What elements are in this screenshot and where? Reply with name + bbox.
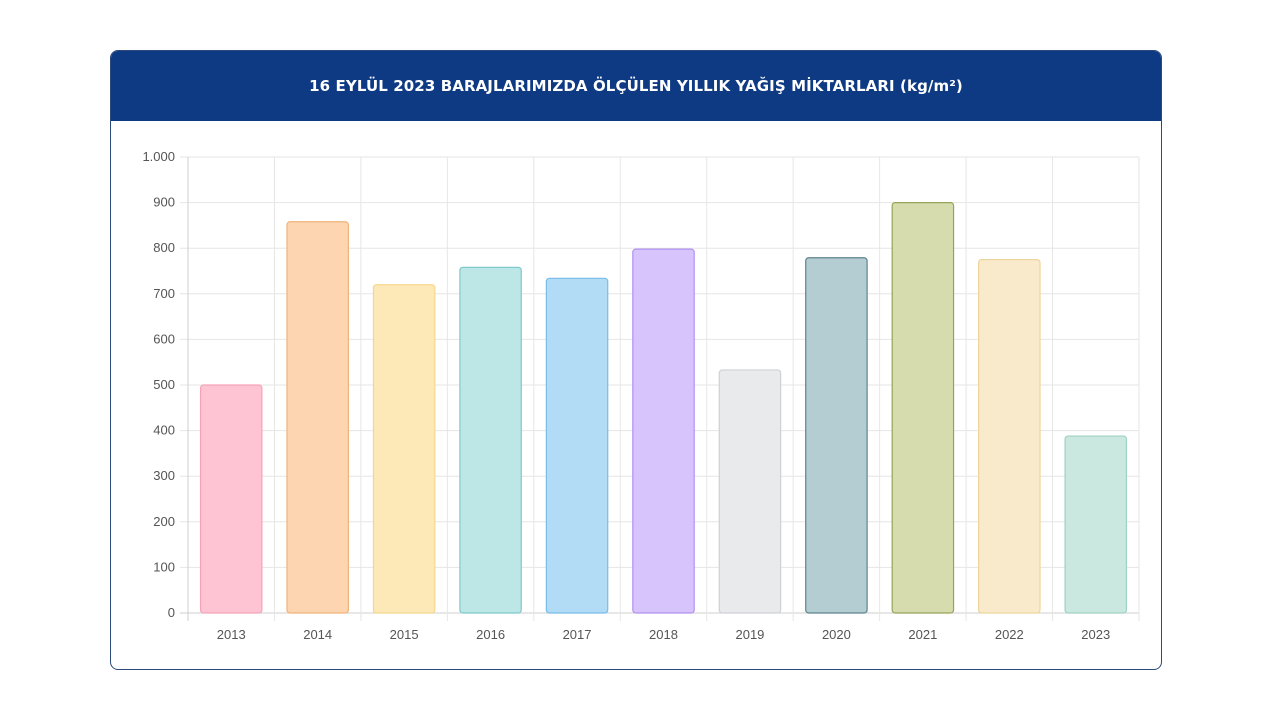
bar	[372, 284, 436, 614]
bar	[286, 221, 349, 614]
x-tick-label: 2022	[995, 627, 1024, 642]
bar	[1064, 435, 1128, 614]
y-tick-label: 900	[153, 195, 175, 210]
bar	[718, 369, 782, 614]
x-tick-label: 2017	[563, 627, 592, 642]
bar	[459, 266, 522, 614]
x-tick-label: 2023	[1081, 627, 1110, 642]
y-tick-label: 200	[153, 514, 175, 529]
y-tick-label: 400	[153, 423, 175, 438]
bar	[632, 248, 695, 614]
chart-title: 16 EYLÜL 2023 BARAJLARIMIZDA ÖLÇÜLEN YIL…	[309, 77, 963, 95]
bar-chart: 0 100 200 300 400 500 600 700 800 900 1.000 2013 201…	[142, 149, 1140, 642]
x-tick-label: 2015	[390, 627, 419, 642]
x-tick-label: 2013	[217, 627, 246, 642]
bar	[545, 277, 609, 614]
x-tick-label: 2018	[649, 627, 678, 642]
bar	[805, 257, 868, 614]
y-tick-label: 0	[168, 605, 175, 620]
y-tick-label: 100	[153, 559, 175, 574]
y-tick-label: 800	[153, 240, 175, 255]
y-tick-label: 700	[153, 286, 175, 301]
y-tick-label: 1.000	[142, 149, 175, 164]
bar	[978, 259, 1041, 614]
x-tick-label: 2021	[908, 627, 937, 642]
chart-header: 16 EYLÜL 2023 BARAJLARIMIZDA ÖLÇÜLEN YIL…	[111, 51, 1161, 121]
bar	[891, 202, 955, 614]
y-tick-label: 300	[153, 468, 175, 483]
y-tick-label: 600	[153, 331, 175, 346]
y-tick-label: 500	[153, 377, 175, 392]
x-tick-label: 2016	[476, 627, 505, 642]
bar	[199, 384, 263, 614]
x-tick-label: 2019	[735, 627, 764, 642]
x-tick-label: 2020	[822, 627, 851, 642]
x-tick-label: 2014	[303, 627, 332, 642]
chart-card: 16 EYLÜL 2023 BARAJLARIMIZDA ÖLÇÜLEN YIL…	[110, 50, 1162, 670]
